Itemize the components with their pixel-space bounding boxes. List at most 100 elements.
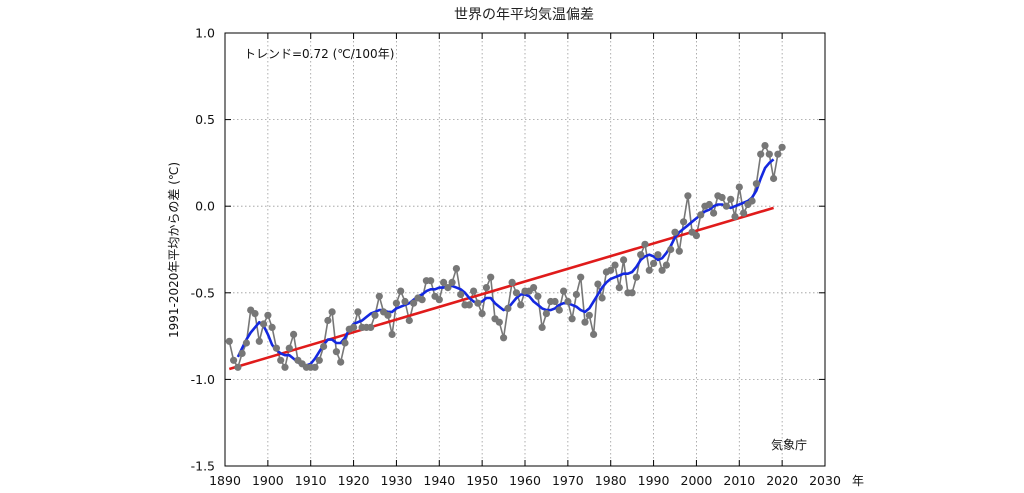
annual-data-point xyxy=(748,197,756,205)
annual-data-point xyxy=(440,278,448,286)
x-tick-label: 1970 xyxy=(552,473,584,488)
annual-data-point xyxy=(735,183,743,191)
annual-data-point xyxy=(530,284,538,292)
annual-data-point xyxy=(508,278,516,286)
annual-data-point xyxy=(238,349,246,357)
x-tick-label: 1900 xyxy=(252,473,284,488)
chart-title: 世界の年平均気温偏差 xyxy=(454,7,594,23)
annual-data-point xyxy=(225,337,233,345)
annual-data-point xyxy=(615,284,623,292)
annual-data-point xyxy=(512,289,521,297)
annual-data-point xyxy=(705,200,713,209)
annual-data-point xyxy=(388,330,396,338)
annual-data-point xyxy=(251,310,259,318)
annual-data-point xyxy=(452,265,460,273)
annual-data-point xyxy=(277,356,285,364)
y-tick-label: -1.0 xyxy=(191,372,215,387)
y-axis-label: 1991-2020年平均からの差 (℃) xyxy=(167,162,181,338)
annual-data-point xyxy=(487,273,495,281)
annual-data-point xyxy=(650,259,658,267)
annual-data-point xyxy=(435,296,443,304)
annual-data-point xyxy=(675,247,683,255)
annual-data-point xyxy=(727,195,735,203)
annual-data-point xyxy=(320,342,328,351)
annual-data-point xyxy=(290,330,298,338)
annual-data-point xyxy=(272,344,280,352)
annual-data-point xyxy=(684,192,692,200)
series-layer xyxy=(225,142,786,371)
annual-data-point xyxy=(658,266,666,274)
annual-data-point xyxy=(482,284,490,292)
annual-data-point xyxy=(611,261,619,269)
annual-data-point xyxy=(598,294,606,302)
annual-data-point xyxy=(328,308,336,316)
y-tick-label: -0.5 xyxy=(191,285,215,300)
x-tick-label: 1980 xyxy=(595,473,627,488)
annual-data-point xyxy=(504,304,512,312)
annual-data-point xyxy=(585,311,593,319)
annual-data-point xyxy=(268,323,276,331)
annual-data-point xyxy=(534,292,542,300)
x-tick-label: 2030 xyxy=(809,473,841,488)
annual-data-point xyxy=(401,297,409,306)
annual-data-point xyxy=(645,266,653,274)
annual-data-point xyxy=(568,315,576,323)
moving-average-line xyxy=(236,158,775,367)
annual-data-point xyxy=(418,296,426,304)
annual-data-point xyxy=(620,256,628,264)
annual-data-point xyxy=(230,356,238,364)
annual-data-point xyxy=(671,228,679,236)
source-label: 気象庁 xyxy=(771,437,807,452)
annual-data-point xyxy=(560,287,568,295)
annual-data-point xyxy=(457,290,465,299)
annual-data-point xyxy=(470,287,478,295)
annual-data-point xyxy=(474,299,482,307)
annual-data-point xyxy=(594,280,602,288)
annual-data-point xyxy=(397,287,405,295)
tick-marks xyxy=(224,32,826,467)
annual-data-point xyxy=(680,218,688,226)
annual-data-point xyxy=(572,290,581,299)
annual-series-line xyxy=(228,144,783,369)
annual-data-point xyxy=(667,245,675,254)
grid xyxy=(225,33,825,466)
annual-data-point xyxy=(384,311,392,319)
annual-data-point xyxy=(710,209,718,217)
y-tick-label: 1.0 xyxy=(195,26,215,41)
annual-data-point xyxy=(285,344,293,352)
y-tick-label: -1.5 xyxy=(191,459,215,474)
annual-data-point xyxy=(255,337,263,345)
annual-data-point xyxy=(350,323,358,331)
annual-data-point xyxy=(662,261,671,269)
x-tick-label: 1960 xyxy=(509,473,541,488)
x-tick-label: 1890 xyxy=(209,473,241,488)
annual-data-point xyxy=(774,150,782,158)
trend-annotation: トレンド=0.72 (℃/100年) xyxy=(244,47,394,61)
annual-data-point xyxy=(242,339,250,347)
annual-data-point xyxy=(234,363,242,371)
annual-data-point xyxy=(581,318,589,326)
annual-data-point xyxy=(542,310,551,318)
annual-data-point xyxy=(607,266,615,274)
annual-data-point xyxy=(538,323,546,331)
annual-data-point xyxy=(495,318,503,326)
annual-data-point xyxy=(577,273,585,281)
x-tick-label: 1940 xyxy=(423,473,455,488)
x-tick-label: 1920 xyxy=(338,473,370,488)
annual-data-point xyxy=(315,356,323,364)
annual-data-point xyxy=(448,278,456,286)
annual-data-point xyxy=(654,251,662,259)
annual-data-point xyxy=(740,209,748,217)
x-tick-labels: 1890 1900 1910 1920 1930 1940 1950 1960 1970 1980… xyxy=(209,473,841,488)
annual-data-point xyxy=(632,273,641,281)
x-tick-label: 1910 xyxy=(295,473,327,488)
y-tick-label: 0.0 xyxy=(195,199,215,214)
x-tick-label: 2010 xyxy=(723,473,755,488)
annual-data-point xyxy=(444,284,452,292)
annual-data-point xyxy=(517,301,525,309)
annual-data-point xyxy=(324,316,332,325)
annual-data-point xyxy=(405,316,413,325)
x-axis-label: 年 xyxy=(852,474,864,488)
annual-data-point xyxy=(371,311,379,319)
